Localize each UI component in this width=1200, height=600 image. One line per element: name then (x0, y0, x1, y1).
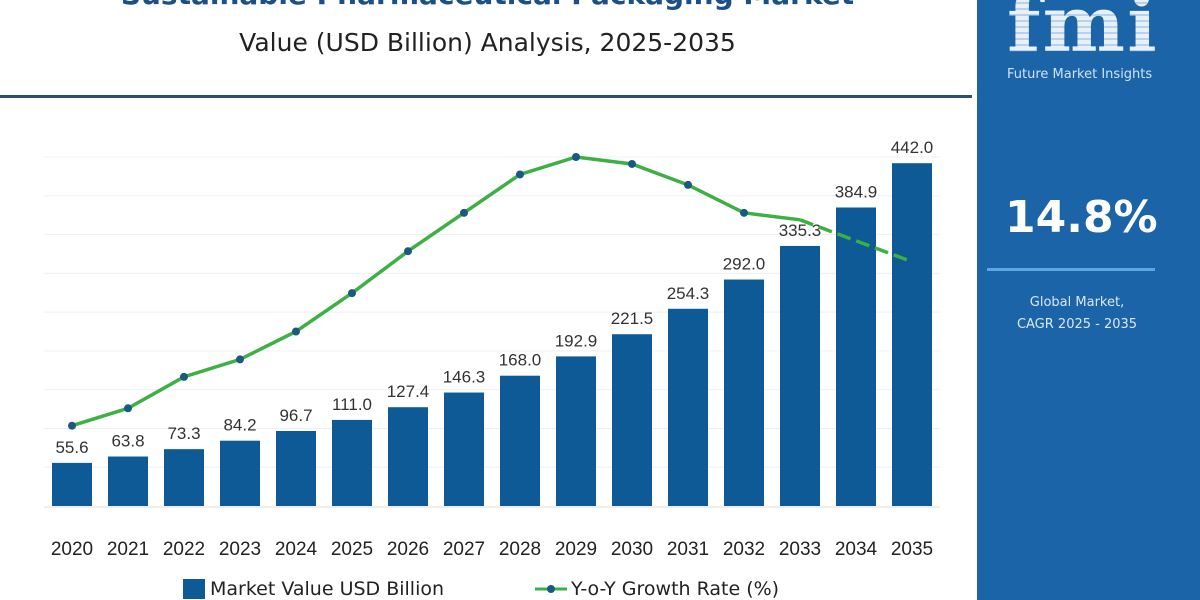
x-tick-label: 2029 (555, 539, 597, 560)
growth-marker (572, 153, 580, 161)
x-tick-label: 2027 (443, 539, 485, 560)
x-tick-label: 2020 (51, 539, 93, 560)
legend-item-growth-rate: Y-o-Y Growth Rate (%) (535, 578, 779, 600)
cagr-value: 14.8% (1005, 192, 1158, 243)
bar-value-label: 254.3 (667, 284, 710, 303)
bar (780, 245, 820, 506)
bar (668, 308, 708, 506)
legend-bar-swatch (183, 579, 205, 599)
bar (444, 392, 484, 506)
bar-value-label: 84.2 (223, 416, 256, 435)
bar-value-label: 146.3 (443, 368, 486, 387)
growth-marker (516, 170, 524, 179)
growth-marker (348, 289, 356, 298)
fmi-logo: fmi (1007, 0, 1159, 58)
growth-marker (404, 247, 412, 256)
x-tick-label: 2030 (611, 539, 653, 560)
growth-marker (68, 421, 76, 430)
growth-line (71, 155, 801, 428)
x-tick-label: 2026 (387, 539, 429, 560)
legend-line-swatch (535, 585, 567, 593)
growth-marker (236, 355, 244, 364)
bar (52, 462, 92, 506)
bar (556, 356, 596, 506)
bar-value-label: 292.0 (723, 255, 766, 274)
brand-panel: fmi Future Market Insights 14.8% Global … (977, 0, 1200, 600)
bar (724, 279, 764, 506)
growth-marker (628, 159, 636, 168)
x-tick-label: 2031 (667, 539, 709, 560)
x-tick-label: 2021 (107, 539, 149, 560)
growth-marker (180, 372, 188, 381)
bar (108, 456, 148, 506)
bar-value-label: 221.5 (611, 309, 654, 328)
bar (332, 419, 372, 506)
bar (276, 431, 316, 506)
chart-area: 55.6 2020 63.8 2021 73.3 2022 84.2 2023 96.7 2024… (44, 138, 940, 560)
bar (500, 375, 540, 506)
growth-marker (460, 208, 468, 217)
growth-marker (292, 327, 300, 336)
bar (892, 163, 932, 506)
chart-subtitle: Value (USD Billion) Analysis, 2025-2035 (239, 28, 736, 57)
bar (388, 407, 428, 506)
bar-value-label: 73.3 (167, 424, 200, 443)
x-tick-label: 2033 (779, 539, 821, 560)
x-tick-label: 2028 (499, 539, 541, 560)
x-tick-label: 2023 (219, 539, 261, 560)
cagr-label: Global Market, CAGR 2025 - 2035 (977, 292, 1177, 336)
header-divider (0, 95, 972, 98)
bar-value-label: 168.0 (499, 351, 542, 370)
growth-marker (124, 404, 132, 413)
cagr-label-line1: Global Market, (1029, 295, 1125, 310)
panel-divider (987, 268, 1155, 271)
bar-value-label: 442.0 (891, 138, 934, 157)
bar (164, 449, 204, 506)
logo-caption: Future Market Insights (1007, 67, 1153, 82)
cagr-label-line2: CAGR 2025 - 2035 (1016, 317, 1138, 332)
bar-value-label: 111.0 (332, 395, 372, 414)
x-tick-label: 2034 (835, 539, 878, 560)
bar-value-label: 384.9 (835, 182, 878, 201)
x-tick-label: 2022 (163, 539, 205, 560)
growth-marker (740, 208, 748, 217)
bar (836, 207, 876, 507)
growth-marker (684, 180, 692, 189)
legend-item-market-value: Market Value USD Billion (183, 578, 444, 600)
bar-value-label: 63.8 (111, 432, 144, 451)
bar (220, 440, 260, 506)
x-tick-label: 2035 (891, 539, 933, 560)
bar-value-label: 55.6 (55, 438, 88, 457)
bar-value-label: 96.7 (279, 406, 312, 425)
bar-value-label: 127.4 (387, 382, 430, 401)
bar-value-label: 192.9 (555, 331, 598, 350)
x-tick-label: 2032 (723, 539, 765, 560)
legend-bar-label: Market Value USD Billion (210, 578, 445, 600)
bar-value-label: 335.3 (779, 221, 822, 240)
chart-title: Sustainable Pharmaceutical Packaging Mar… (0, 0, 975, 11)
legend-line-label: Y-o-Y Growth Rate (%) (571, 578, 780, 600)
x-tick-label: 2024 (275, 539, 318, 560)
bar (612, 334, 652, 506)
x-tick-label: 2025 (331, 539, 373, 560)
